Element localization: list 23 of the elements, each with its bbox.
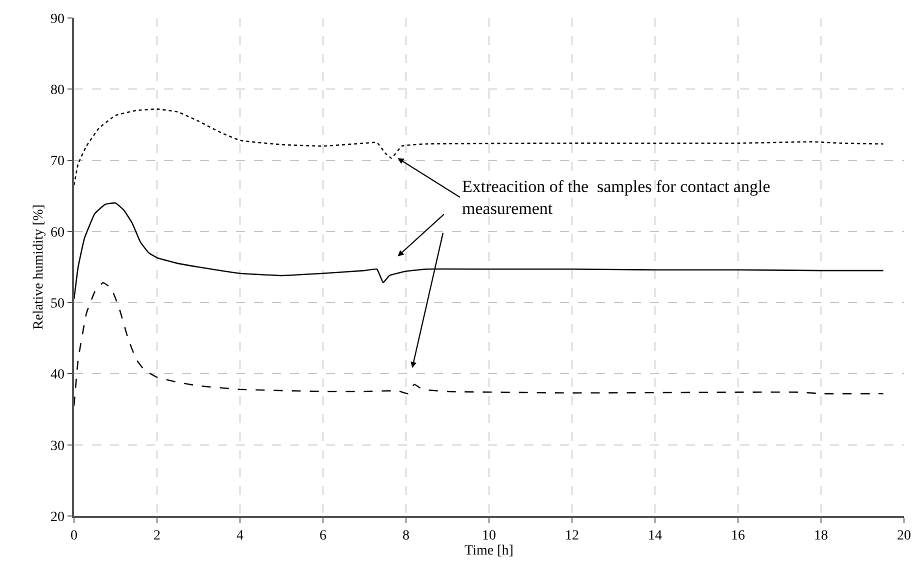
x-tick-label: 4 xyxy=(236,528,244,544)
y-axis-title: Relative humidity [%] xyxy=(32,204,47,330)
y-tick-label: 80 xyxy=(50,83,64,98)
line-series xyxy=(74,282,884,406)
x-tick-label: 16 xyxy=(731,528,745,544)
x-tick-label: 2 xyxy=(154,528,160,544)
x-tick-label: 0 xyxy=(70,528,78,544)
x-tick-label: 8 xyxy=(402,528,410,544)
x-tick-label: 12 xyxy=(565,528,579,544)
y-tick-label: 20 xyxy=(50,510,64,525)
y-tick-label: 30 xyxy=(50,438,64,454)
y-tick-label: 60 xyxy=(50,225,64,240)
x-axis-title: Time [h] xyxy=(464,544,514,559)
y-tick-label: 90 xyxy=(50,12,64,27)
x-tick-label: 10 xyxy=(482,528,496,544)
x-tick-label: 20 xyxy=(897,528,911,544)
x-tick-label: 14 xyxy=(648,528,662,544)
y-tick-label: 70 xyxy=(50,154,64,170)
y-tick-label: 40 xyxy=(50,368,64,383)
annotation: Extreacition of the samples for contact angle measurement xyxy=(462,177,770,218)
x-tick-label: 6 xyxy=(320,528,326,544)
y-tick-label: 50 xyxy=(50,296,64,312)
x-tick-label: 18 xyxy=(814,528,828,544)
